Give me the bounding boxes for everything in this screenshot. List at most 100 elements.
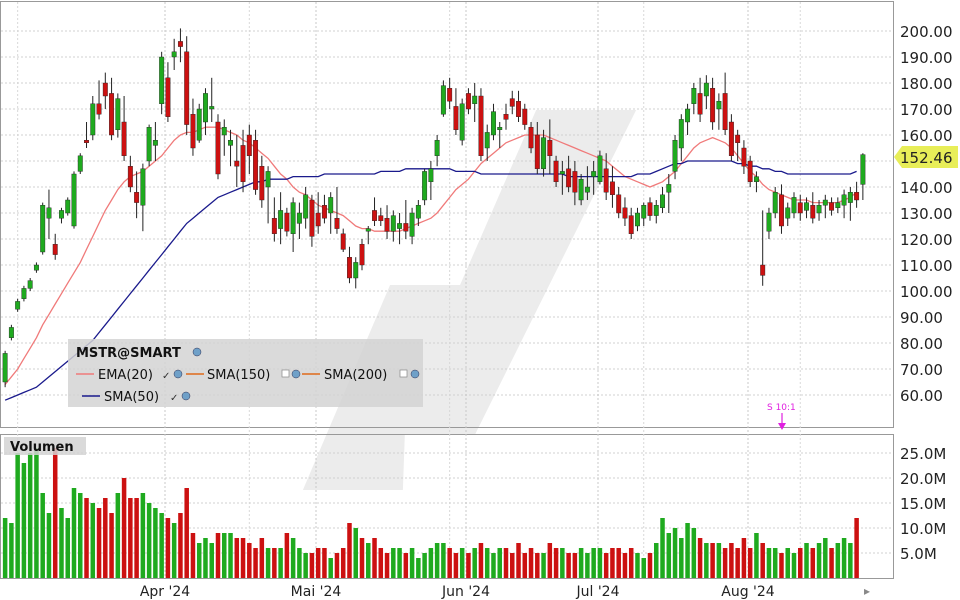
candle-body: [203, 93, 208, 123]
volume-bar: [560, 548, 565, 578]
volume-bar: [760, 543, 765, 578]
candle-body: [52, 243, 58, 255]
volume-bar: [691, 528, 697, 578]
candle-body: [46, 207, 52, 219]
candle-body: [779, 194, 784, 227]
volume-tick-label: 10.0M: [900, 520, 946, 538]
candle-body: [516, 100, 521, 117]
candle-body: [184, 51, 190, 125]
volume-bar: [841, 538, 847, 578]
candle-body: [21, 288, 27, 299]
volume-bar: [660, 518, 665, 578]
price-tick-label: 170.00: [900, 101, 953, 119]
volume-bar: [785, 548, 790, 578]
volume-bar: [222, 533, 227, 578]
candle-body: [541, 137, 547, 170]
check-icon[interactable]: ✓: [162, 371, 170, 382]
candle-body: [334, 217, 340, 229]
volume-bar: [654, 543, 659, 578]
price-tick-label: 180.00: [900, 75, 953, 93]
volume-bar: [641, 558, 646, 578]
candle-body: [635, 212, 640, 227]
legend-sma50[interactable]: SMA(50): [104, 390, 159, 405]
candle-body: [409, 212, 415, 237]
candle-body: [772, 191, 778, 214]
candle-body: [115, 98, 121, 130]
candle-body: [835, 202, 841, 209]
candle-body: [747, 160, 753, 182]
candle-body: [353, 262, 359, 279]
check-icon[interactable]: ✓: [170, 393, 178, 404]
volume-bar: [616, 548, 621, 578]
candle-body: [741, 147, 747, 167]
candle-body: [378, 215, 384, 222]
candle-body: [685, 108, 691, 123]
volume-bar: [121, 478, 127, 578]
globe-icon[interactable]: [173, 369, 183, 379]
candle-body: [566, 168, 572, 188]
candle-body: [397, 223, 403, 229]
volume-label-box: Volumen: [4, 437, 86, 455]
candle-body: [447, 87, 453, 102]
globe-icon[interactable]: [291, 369, 301, 379]
volume-bar: [510, 553, 515, 578]
volume-bar: [397, 548, 402, 578]
volume-panel: [0, 434, 894, 579]
volume-bar: [272, 548, 277, 578]
scroll-right-icon[interactable]: ▸: [864, 584, 870, 598]
volume-bar: [178, 513, 183, 578]
candle-body: [221, 126, 227, 136]
watermark-logo: [302, 110, 637, 490]
volume-bar: [90, 503, 96, 578]
candle-body: [453, 106, 459, 131]
volume-bar: [572, 553, 578, 578]
volume-bar: [516, 543, 521, 578]
candle-body: [40, 204, 46, 253]
volume-bar: [109, 513, 114, 578]
volume-bar: [403, 553, 409, 578]
globe-icon[interactable]: [181, 391, 191, 401]
candle-body: [804, 202, 809, 211]
checkbox-icon[interactable]: [399, 369, 408, 378]
candle-body: [440, 85, 446, 115]
volume-tick-label: 20.0M: [900, 470, 946, 488]
legend-sma150[interactable]: SMA(150): [207, 368, 270, 383]
candle-body: [584, 186, 590, 193]
volume-bar: [704, 543, 709, 578]
candle-body: [785, 207, 791, 219]
legend-sma200[interactable]: SMA(200): [324, 368, 387, 383]
volume-bar: [240, 538, 246, 578]
candle-body: [497, 126, 503, 130]
price-tick-label: 60.00: [900, 387, 943, 405]
candle-body: [27, 280, 33, 289]
volume-bar: [459, 548, 465, 578]
candle-body: [509, 98, 515, 107]
volume-bar: [466, 553, 471, 578]
volume-bar: [528, 548, 534, 578]
volume-bar: [741, 538, 747, 578]
volume-bar: [722, 548, 728, 578]
candle-body: [140, 168, 146, 206]
volume-bar: [628, 548, 634, 578]
candle-body: [854, 191, 860, 201]
volume-bar: [384, 553, 390, 578]
candle-body: [760, 264, 766, 276]
volume-bar: [146, 503, 152, 578]
legend-ema20[interactable]: EMA(20): [98, 368, 153, 383]
candle-body: [340, 233, 346, 250]
candle-body: [797, 202, 803, 214]
candle-body: [215, 121, 221, 175]
price-tick-label: 200.00: [900, 23, 953, 41]
globe-icon[interactable]: [192, 347, 202, 357]
volume-bar: [265, 548, 271, 578]
volume-bar: [666, 533, 672, 578]
volume-bar: [729, 543, 734, 578]
candle-body: [559, 171, 565, 175]
volume-bar: [322, 548, 327, 578]
globe-icon[interactable]: [410, 369, 420, 379]
checkbox-icon[interactable]: [281, 369, 290, 378]
volume-bar: [791, 553, 797, 578]
candle-body: [716, 100, 722, 110]
volume-bar: [591, 548, 596, 578]
